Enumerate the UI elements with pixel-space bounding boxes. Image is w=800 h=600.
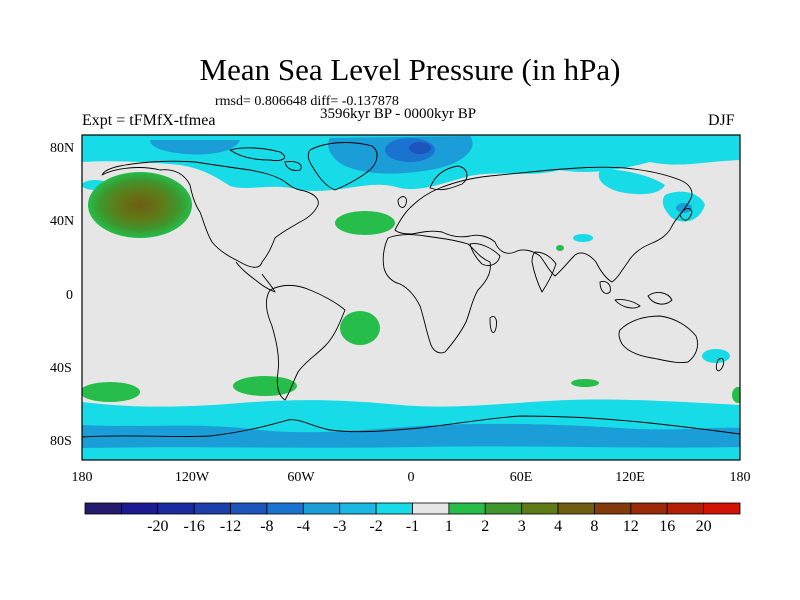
asia-small-cyan <box>573 234 593 242</box>
colorbar-label: 20 <box>695 518 712 535</box>
colorbar-label: -4 <box>296 518 310 535</box>
asia-cyan-anomaly <box>598 169 665 195</box>
map-frame <box>81 134 741 461</box>
anomaly-fields <box>82 135 740 460</box>
drake-green-anomaly <box>233 376 297 396</box>
southeast-asia-islands <box>599 281 673 309</box>
colorbar-swatch <box>448 502 486 515</box>
new-zealand-coast <box>715 357 725 372</box>
colorbar-label: -16 <box>183 518 205 535</box>
scandinavia-coast <box>429 165 468 191</box>
colorbar-label: 12 <box>622 518 639 535</box>
north-america-coast <box>101 160 319 268</box>
arctic-islands <box>229 147 302 171</box>
tasman-cyan-anomaly <box>702 349 730 363</box>
colorbar-swatch <box>557 502 595 515</box>
lat-tick-80s: 80S <box>50 434 72 449</box>
colorbar-swatch <box>412 502 450 515</box>
colorbar-label: 2 <box>481 518 490 535</box>
colorbar-swatch <box>230 502 268 515</box>
antarctic-cyan-core <box>82 446 740 460</box>
colorbar-swatch <box>666 502 705 515</box>
colorbar-label: -3 <box>333 518 347 535</box>
japan-blue-anomaly <box>676 203 692 213</box>
lon-tick-120w: 120W <box>174 470 210 485</box>
south-atlantic-green-anomaly <box>340 311 380 345</box>
season-label: DJF <box>708 112 735 129</box>
coastlines <box>82 142 740 438</box>
india-coast <box>531 251 557 293</box>
colorbar-swatch <box>193 502 231 515</box>
antarctica-coast <box>82 415 740 438</box>
southern-pacific-green-anomaly <box>82 382 140 402</box>
colorbar-label: 1 <box>444 518 453 535</box>
colorbar-label: -2 <box>369 518 383 535</box>
lat-tick-40n: 40N <box>50 214 75 229</box>
lon-tick-0: 0 <box>407 470 415 485</box>
lon-tick-120e: 120E <box>615 470 645 485</box>
central-america-coast <box>235 261 276 293</box>
colorbar-swatch <box>266 502 304 515</box>
time-period-label: 3596kyr BP - 0000kyr BP <box>320 106 477 122</box>
dateline-green-anomaly <box>732 387 740 403</box>
colorbar-label: 16 <box>659 518 676 535</box>
greenland-coast <box>307 142 378 191</box>
tibet-green-spot <box>556 245 564 251</box>
africa-coast <box>382 234 491 354</box>
colorbar-swatch <box>302 502 341 515</box>
lon-tick-60w: 60W <box>287 470 315 485</box>
colorbar-swatch <box>521 502 559 515</box>
colorbar-swatch <box>339 502 377 515</box>
colorbar <box>84 502 741 515</box>
colorbar-label: -8 <box>260 518 274 535</box>
british-isles-coast <box>397 196 407 208</box>
colorbar-swatch <box>120 502 159 515</box>
australia-coast <box>618 315 699 363</box>
colorbar-swatch <box>594 502 632 515</box>
south-africa-green-anomaly <box>571 379 599 387</box>
lat-tick-80n: 80N <box>50 141 75 156</box>
lon-tick-180e: 180 <box>729 470 751 485</box>
north-pacific-high-anomaly <box>88 172 192 238</box>
colorbar-swatch <box>703 502 741 515</box>
lat-tick-equator: 0 <box>66 288 73 303</box>
colorbar-label: 8 <box>590 518 599 535</box>
arctic-blue-anomaly-2 <box>150 140 240 155</box>
colorbar-swatch <box>84 502 122 515</box>
rmsd-diff-stats: rmsd= 0.806648 diff= -0.137878 <box>215 94 399 109</box>
arctic-core-anomaly-2 <box>409 142 431 154</box>
experiment-label: Expt = tFMfX-tfmea <box>82 112 216 129</box>
lon-tick-60e: 60E <box>509 470 533 485</box>
colorbar-label: -1 <box>405 518 420 535</box>
colorbar-swatch <box>630 502 668 515</box>
eurasia-coast <box>394 166 693 283</box>
atlantic-green-anomaly <box>335 211 395 235</box>
south-america-coast <box>265 285 346 401</box>
lon-tick-180w: 180 <box>71 470 93 485</box>
colorbar-label: -12 <box>219 518 242 535</box>
colorbar-label: 4 <box>554 518 563 535</box>
arabia-coast <box>469 243 501 267</box>
colorbar-swatch <box>484 502 523 515</box>
colorbar-swatch <box>375 502 413 515</box>
lat-tick-40s: 40S <box>50 361 72 376</box>
colorbar-label: 3 <box>517 518 526 535</box>
colorbar-label: -20 <box>147 518 169 535</box>
japan-coast <box>679 208 693 221</box>
chart-title: Mean Sea Level Pressure (in hPa) <box>199 52 621 87</box>
madagascar-coast <box>489 316 497 334</box>
colorbar-swatch <box>157 502 195 515</box>
